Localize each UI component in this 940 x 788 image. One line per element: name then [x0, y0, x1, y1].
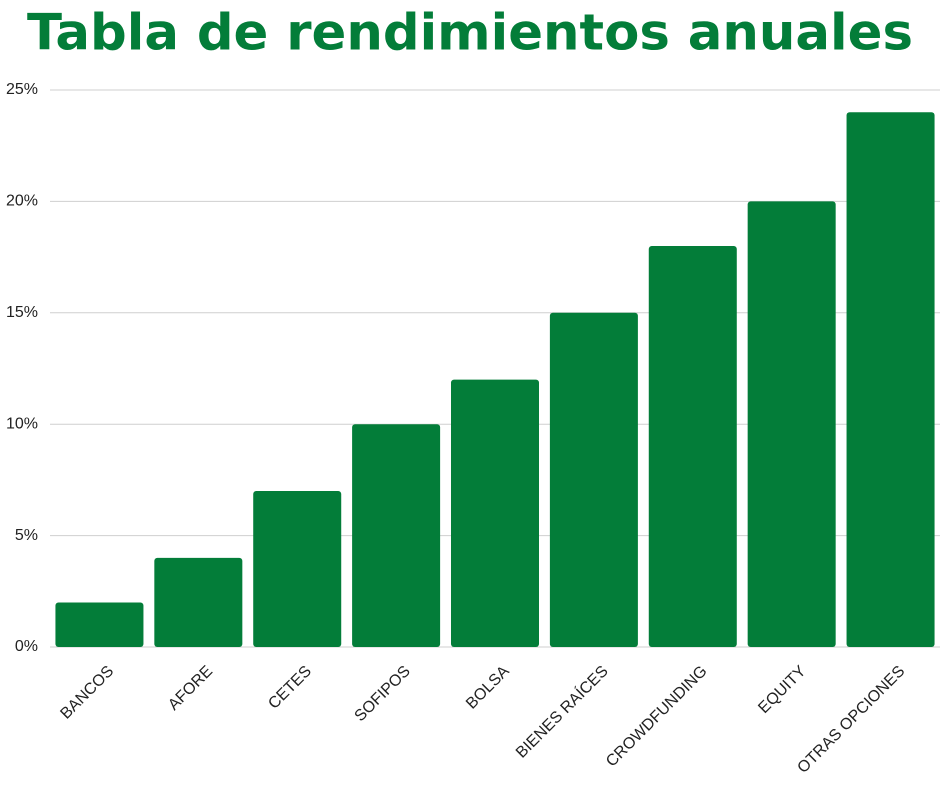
bar	[253, 491, 342, 647]
y-tick-label: 5%	[15, 527, 38, 544]
bar	[846, 112, 935, 647]
y-tick-label: 0%	[15, 638, 38, 655]
y-tick-label: 10%	[6, 415, 38, 432]
x-tick-label: SOFIPOS	[352, 663, 414, 725]
x-tick-label: CETES	[265, 663, 315, 713]
bar	[154, 557, 243, 647]
x-tick-label: AFORE	[165, 663, 216, 714]
y-tick-label: 15%	[6, 304, 38, 321]
bar	[747, 201, 836, 647]
y-tick-label: 25%	[6, 81, 38, 98]
x-tick-label: BIENES RAÍCES	[512, 661, 612, 761]
x-tick-label: BANCOS	[57, 663, 117, 723]
x-tick-label: EQUITY	[755, 663, 809, 717]
bar	[55, 602, 144, 647]
bar	[648, 245, 737, 647]
chart-title: Tabla de rendimientos anuales	[27, 4, 913, 62]
bar	[450, 379, 540, 647]
x-tick-label: OTRAS OPCIONES	[795, 663, 909, 777]
bar	[549, 312, 638, 647]
y-tick-label: 20%	[6, 193, 38, 210]
bar	[352, 424, 441, 647]
x-tick-label: BOLSA	[463, 663, 513, 713]
x-tick-label: CROWDFUNDING	[603, 663, 711, 771]
